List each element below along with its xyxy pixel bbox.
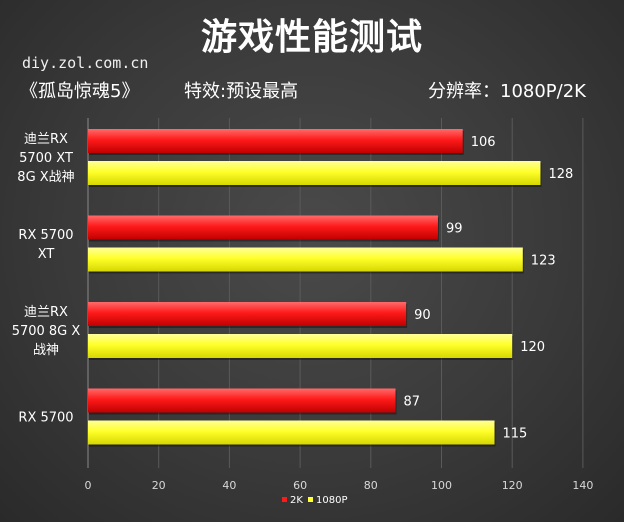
source-site: diy.zol.com.cn — [22, 54, 149, 72]
category-label: 迪兰RX — [24, 132, 68, 147]
x-tick-label: 20 — [152, 479, 166, 492]
data-label: 115 — [503, 427, 528, 442]
category-label: RX 5700 — [18, 411, 73, 426]
resolution-setting: 分辨率：1080P/2K — [428, 81, 586, 102]
category-label: RX 5700 — [18, 228, 73, 243]
data-label: 99 — [446, 222, 463, 237]
data-label: 87 — [404, 395, 421, 410]
bar-1080P — [88, 161, 541, 185]
legend-label: 2K — [290, 495, 303, 506]
bar-1080P — [88, 334, 513, 358]
data-label: 106 — [471, 135, 496, 150]
x-tick-label: 60 — [293, 479, 307, 492]
category-label: XT — [38, 247, 55, 262]
bar-2K — [88, 388, 396, 413]
category-label: 5700 8G X — [12, 324, 81, 339]
legend-swatch — [308, 497, 313, 502]
bar-2K — [88, 215, 438, 240]
game-name: 《孤岛惊魂5》 — [20, 81, 140, 102]
x-tick-label: 40 — [222, 479, 236, 492]
category-label: 5700 XT — [19, 151, 73, 166]
data-label: 128 — [548, 167, 573, 182]
category-label: 战神 — [33, 343, 59, 358]
data-label: 120 — [520, 340, 545, 355]
chart-title: 游戏性能测试 — [200, 17, 423, 58]
x-tick-label: 120 — [502, 479, 523, 492]
x-tick-label: 0 — [85, 479, 92, 492]
data-label: 123 — [531, 254, 556, 269]
data-label: 90 — [414, 308, 431, 323]
bar-1080P — [88, 247, 523, 272]
x-tick-label: 80 — [364, 479, 378, 492]
category-label: 8G X战神 — [17, 170, 74, 185]
bar-2K — [88, 302, 407, 326]
x-tick-label: 100 — [431, 479, 452, 492]
bar-2K — [88, 129, 463, 153]
legend-swatch — [282, 497, 287, 502]
bar-1080P — [88, 420, 495, 445]
category-label: 迪兰RX — [24, 305, 68, 320]
legend-label: 1080P — [316, 495, 347, 506]
x-tick-label: 140 — [572, 479, 593, 492]
effect-setting: 特效:预设最高 — [184, 81, 299, 102]
